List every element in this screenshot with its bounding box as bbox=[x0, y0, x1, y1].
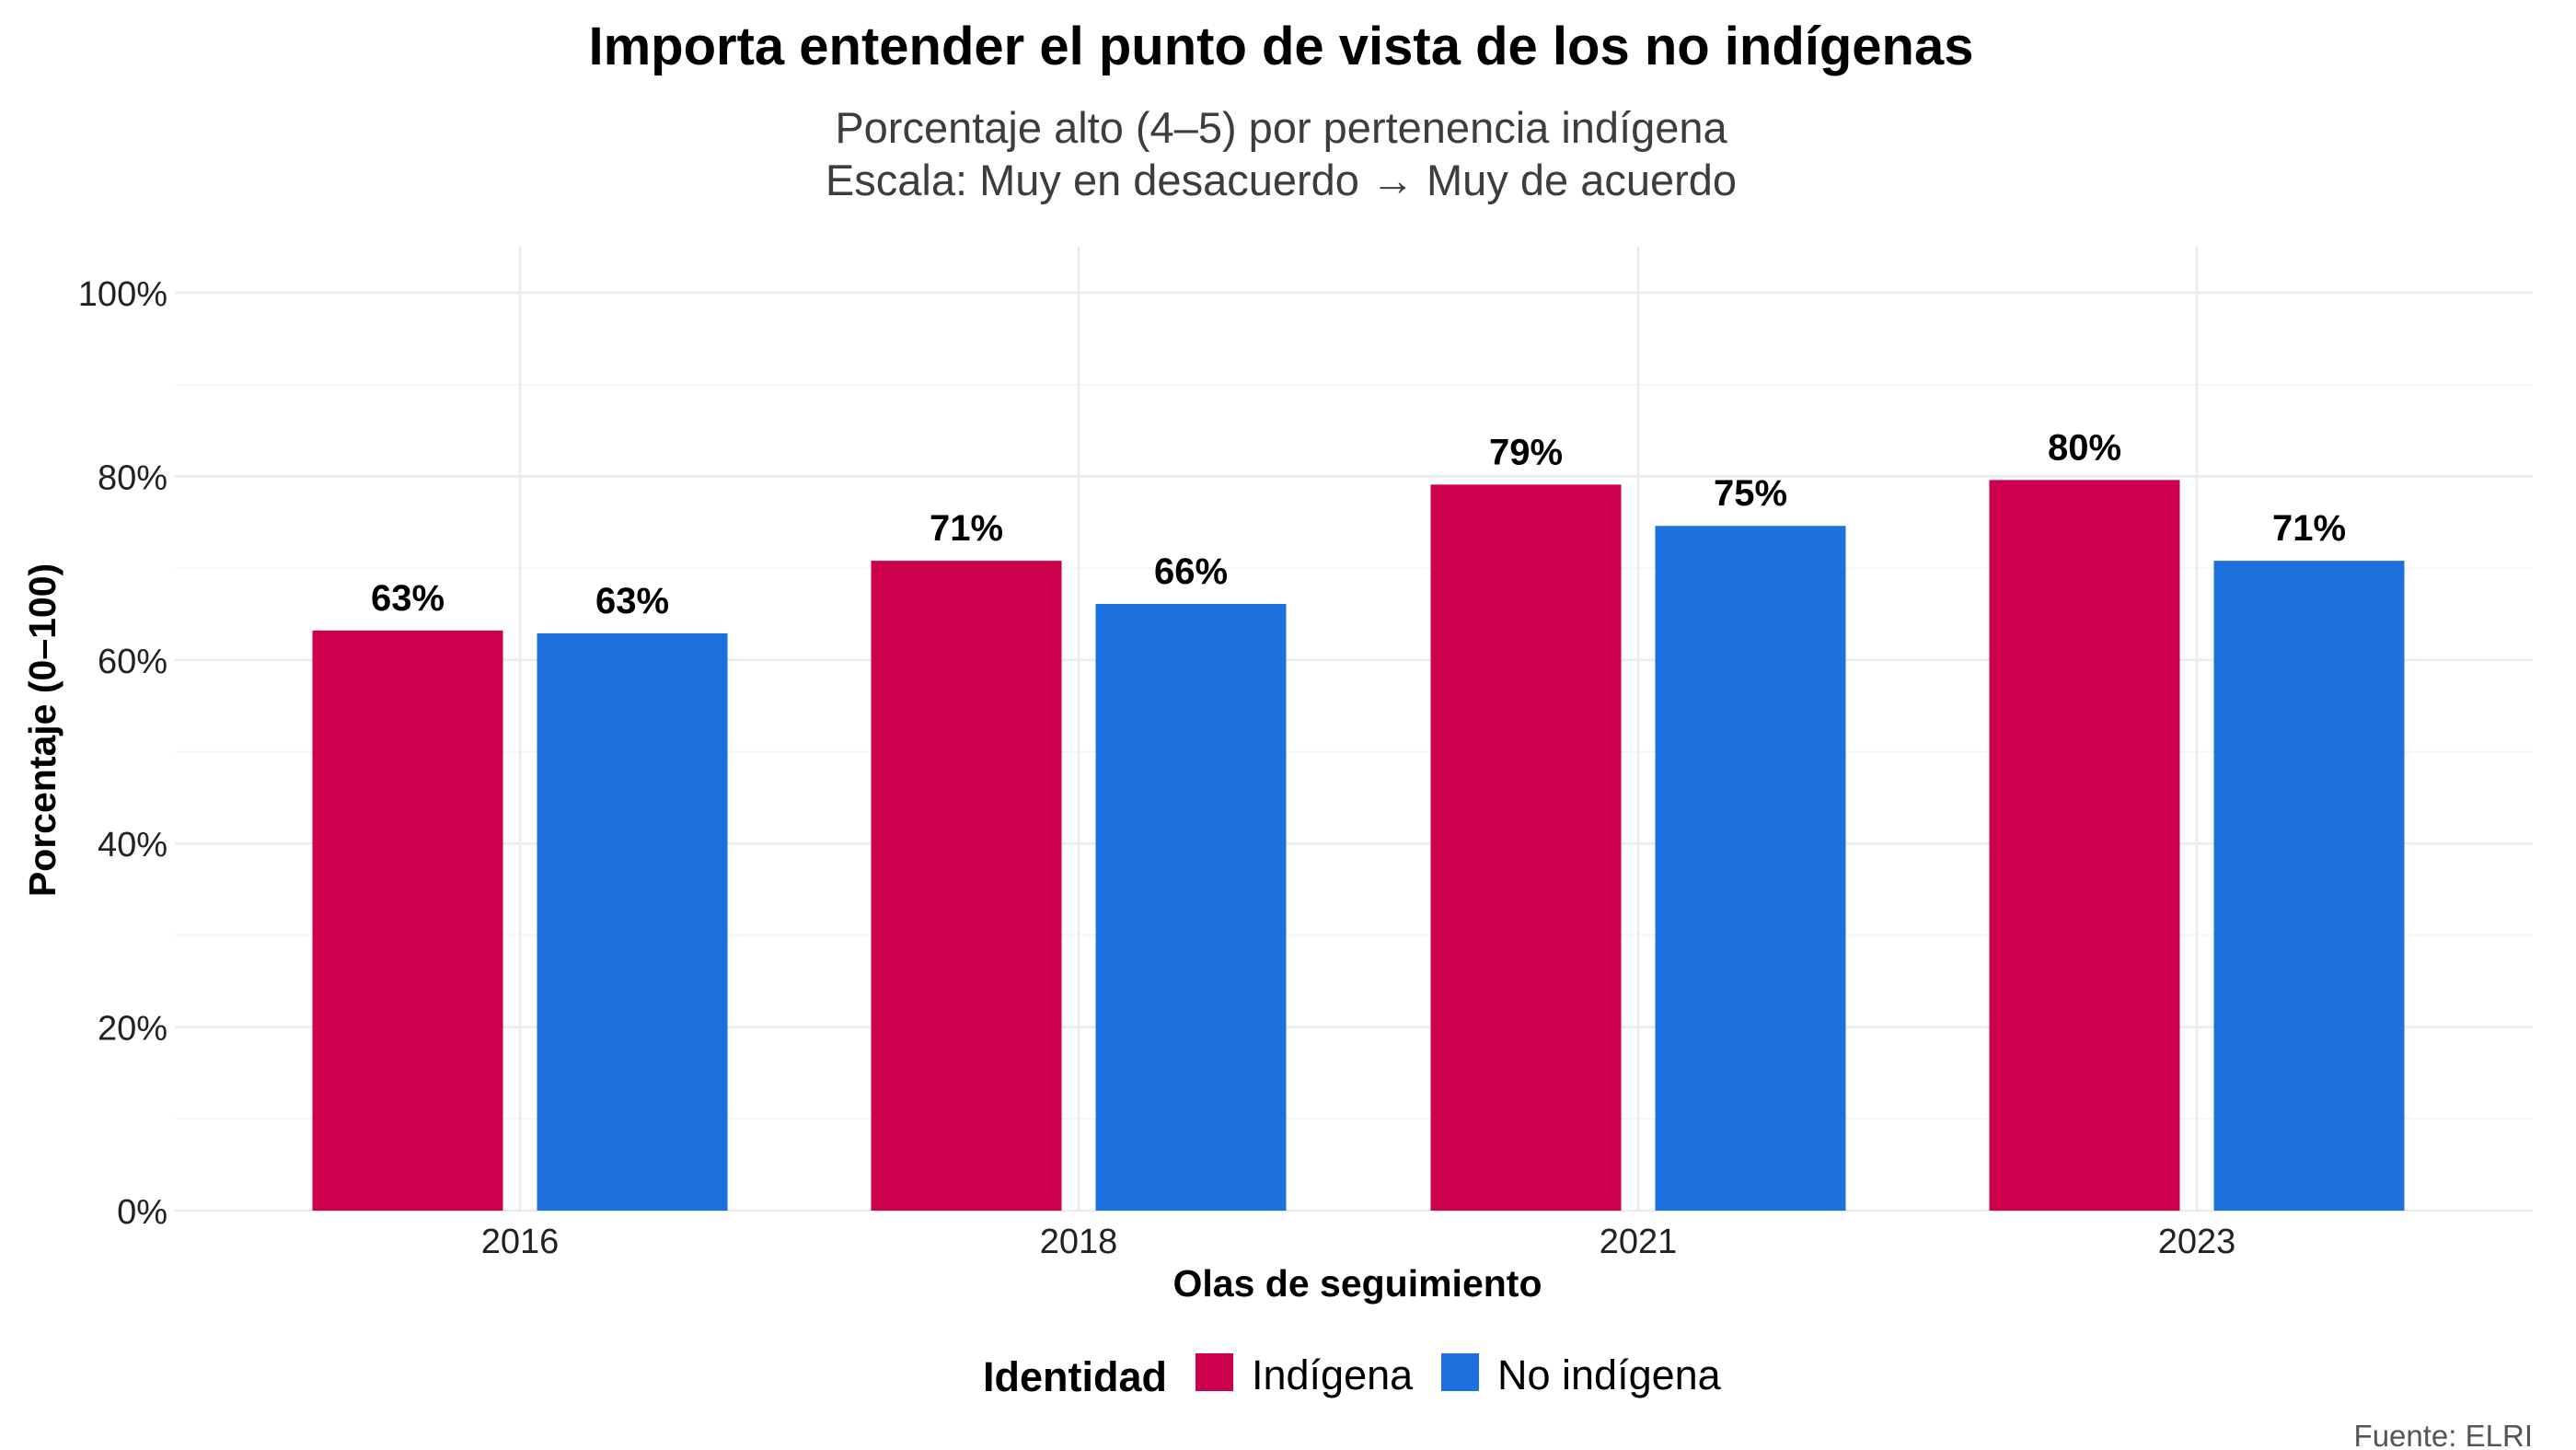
source-caption: Fuente: ELRI bbox=[2354, 1419, 2533, 1450]
bar-value-label: 66% bbox=[1154, 551, 1228, 592]
bar bbox=[2213, 561, 2405, 1211]
legend-label-indigena: Indígena bbox=[1252, 1351, 1414, 1398]
y-axis-tick-labels: 0% 20% 40% 60% 80% 100% bbox=[78, 275, 167, 1232]
bar-value-label: 80% bbox=[2048, 427, 2121, 468]
bar bbox=[312, 630, 503, 1211]
x-tick-label: 2023 bbox=[2158, 1223, 2236, 1261]
y-tick-label: 40% bbox=[98, 826, 167, 864]
legend-key-indigena bbox=[1196, 1353, 1233, 1391]
bar bbox=[871, 561, 1062, 1211]
y-tick-label: 80% bbox=[98, 458, 167, 497]
bar-value-label: 71% bbox=[2272, 508, 2346, 549]
x-tick-label: 2021 bbox=[1600, 1223, 1678, 1261]
chart-title: Importa entender el punto de vista de lo… bbox=[589, 17, 1974, 76]
x-tick-label: 2016 bbox=[481, 1223, 560, 1261]
y-tick-label: 20% bbox=[98, 1010, 167, 1049]
y-tick-label: 60% bbox=[98, 643, 167, 681]
bar-value-label: 63% bbox=[371, 578, 445, 619]
data-labels: 63% 71% 79% 80% 63% 66% 75% 71% bbox=[371, 427, 2346, 621]
bars bbox=[312, 480, 2405, 1211]
chart-subtitle-line-2: Escala: Muy en desacuerdo → Muy de acuer… bbox=[826, 156, 1737, 204]
bar-value-label: 63% bbox=[595, 581, 669, 621]
x-axis-tick-labels: 2016 2018 2021 2023 bbox=[481, 1223, 2236, 1261]
bar bbox=[1430, 484, 1622, 1211]
legend-key-no-indigena bbox=[1441, 1353, 1479, 1391]
legend-title: Identidad bbox=[983, 1353, 1167, 1400]
legend-label-no-indigena: No indígena bbox=[1497, 1351, 1722, 1398]
bar-value-label: 79% bbox=[1489, 432, 1563, 472]
y-tick-label: 100% bbox=[78, 275, 167, 314]
chart-subtitle-line-1: Porcentaje alto (4–5) por pertenencia in… bbox=[835, 103, 1727, 152]
bar-value-label: 75% bbox=[1714, 473, 1787, 514]
y-axis-title: Porcentaje (0–100) bbox=[21, 563, 64, 897]
bar-value-label: 71% bbox=[930, 508, 1003, 549]
legend: Identidad Indígena No indígena bbox=[983, 1351, 1722, 1400]
y-tick-label: 0% bbox=[117, 1193, 167, 1232]
x-axis-title: Olas de seguimiento bbox=[1173, 1262, 1542, 1305]
bar bbox=[1655, 526, 1846, 1211]
bar bbox=[1989, 480, 2180, 1211]
bar bbox=[537, 632, 728, 1211]
bar bbox=[1095, 603, 1287, 1211]
x-tick-label: 2018 bbox=[1040, 1223, 1118, 1261]
